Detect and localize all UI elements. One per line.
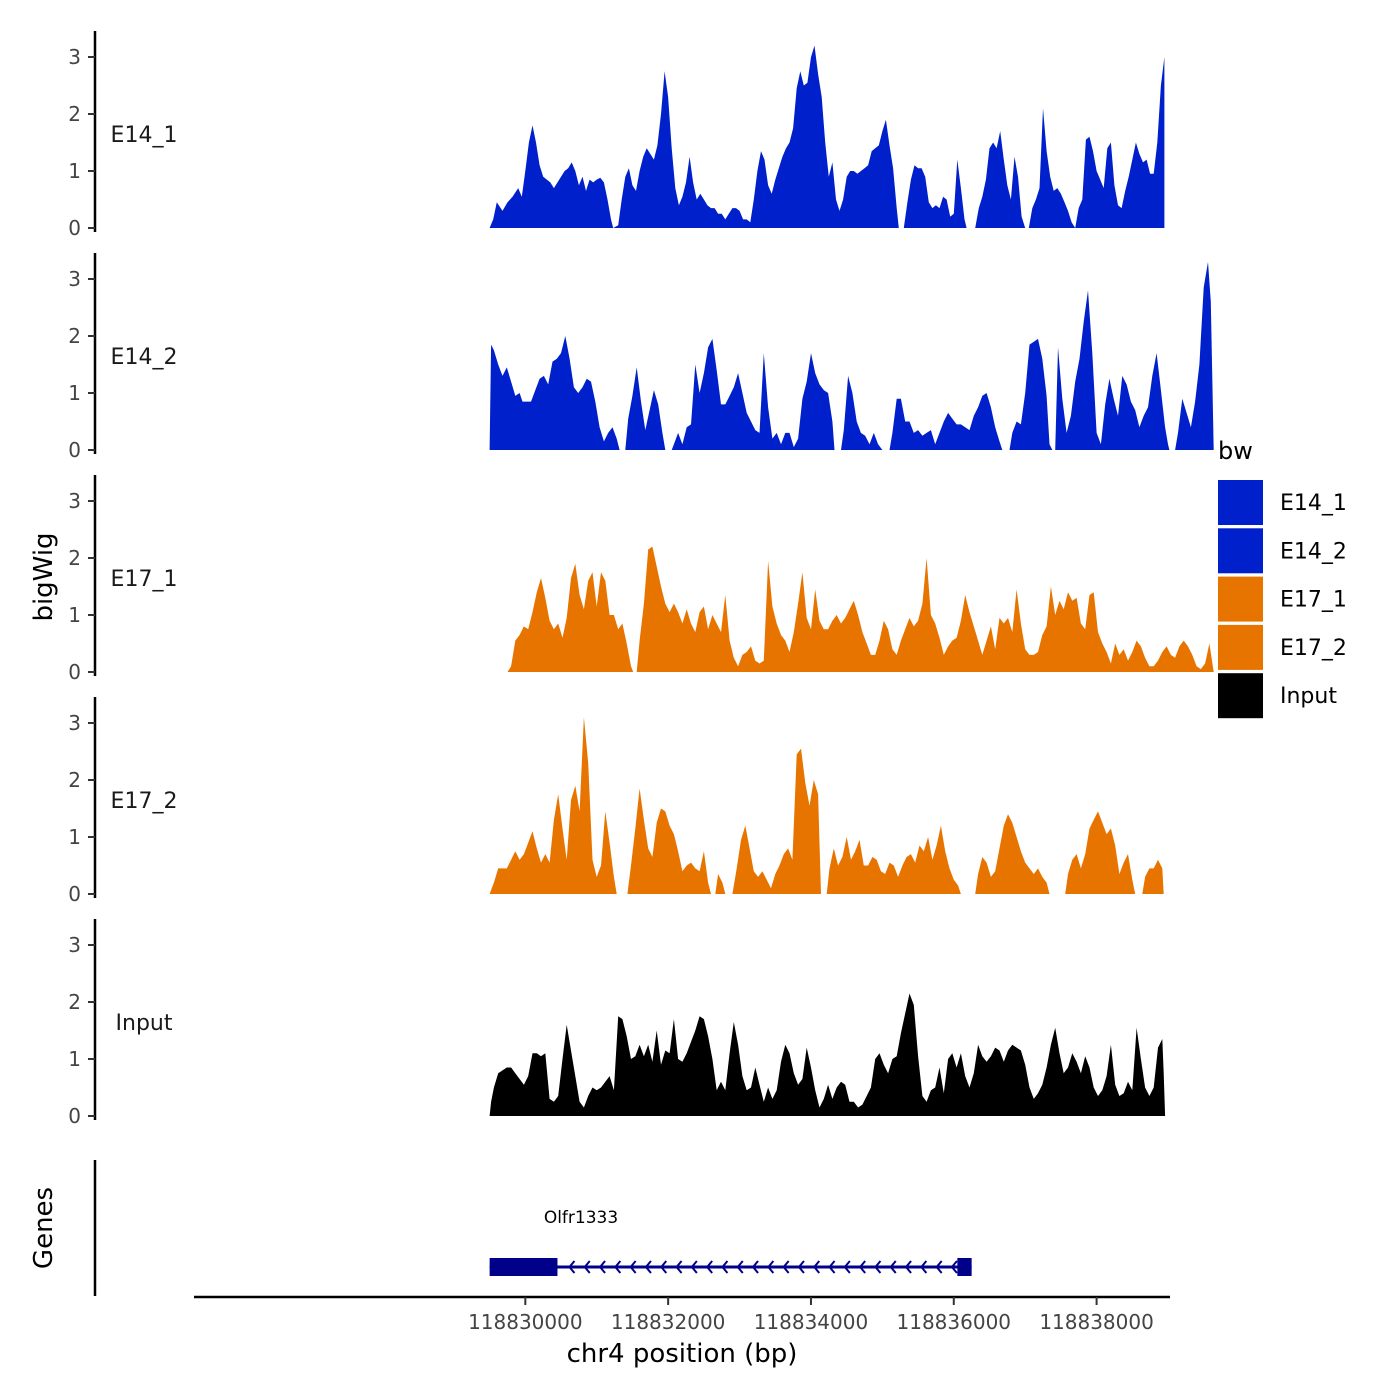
track-E14_1: 0 1 2 3 E14_1 (68, 31, 1165, 240)
coverage-area (489, 290, 1170, 450)
y-tick-label: 3 (68, 711, 81, 735)
strand-arrow (812, 1260, 821, 1274)
y-tick-label: 1 (68, 159, 81, 183)
legend-label: E14_1 (1280, 491, 1347, 516)
track-label: E17_1 (111, 567, 178, 592)
y-tick-label: 2 (68, 102, 81, 126)
legend-key-E17_2 (1218, 624, 1263, 670)
strand-arrow (751, 1260, 759, 1274)
y-tick-label: 2 (68, 324, 81, 348)
track-Input: 0 1 2 3 Input (68, 919, 1166, 1128)
y-tick-label: 0 (68, 216, 81, 240)
strand-arrow (920, 1260, 928, 1274)
legend-key-E14_2 (1218, 528, 1263, 574)
legend: bw E14_1 E14_2 E17_1 E17_2 Input (1218, 437, 1347, 719)
track-E17_2: 0 1 2 3 E17_2 (68, 697, 1164, 906)
coverage-area (489, 45, 1165, 228)
legend-key-E17_1 (1218, 576, 1263, 622)
strand-arrow (889, 1260, 897, 1274)
strand-arrow (721, 1260, 729, 1274)
gene-exon (489, 1258, 558, 1276)
y-tick-label: 1 (68, 825, 81, 849)
strand-arrow (614, 1260, 622, 1274)
strand-arrow (675, 1260, 683, 1274)
strand-arrow (690, 1260, 698, 1274)
strand-arrow (736, 1260, 744, 1274)
track-label: E14_2 (111, 345, 178, 370)
strand-arrow (629, 1260, 637, 1274)
strand-arrow (904, 1260, 912, 1274)
strand-arrow (843, 1260, 851, 1274)
strand-arrow (644, 1260, 652, 1274)
track-E17_1: 0 1 2 3 E17_1 (68, 475, 1214, 684)
y-tick-label: 3 (68, 267, 81, 291)
legend-key-E14_1 (1218, 480, 1263, 525)
gene-track-title: Genes (29, 1187, 59, 1269)
x-tick-label: 118832000 (611, 1310, 726, 1334)
x-axis: 118830000 118832000 118834000 118836000 1188… (194, 1295, 1170, 1334)
track-label: E14_1 (111, 123, 178, 148)
legend-key-Input (1218, 673, 1263, 719)
gene-exon (957, 1258, 972, 1276)
x-tick-label: 118834000 (754, 1310, 869, 1334)
strand-arrow (797, 1260, 805, 1274)
y-tick-label: 0 (68, 1104, 81, 1128)
coverage-tracks: 0 1 2 3 E14_1 0 1 2 3 E14_2 0 1 2 3 E17_1 0 1 2 3 E17_2 0 1 2 3… (68, 31, 1214, 1128)
y-tick-label: 3 (68, 489, 81, 513)
legend-label: E17_1 (1280, 588, 1347, 613)
coverage-area (489, 993, 1166, 1116)
y-tick-label: 1 (68, 603, 81, 627)
y-tick-label: 2 (68, 768, 81, 792)
strand-arrow (874, 1260, 882, 1274)
strand-arrow (705, 1260, 713, 1274)
gene-name-label: Olfr1333 (544, 1208, 618, 1228)
x-tick-label: 118838000 (1039, 1310, 1154, 1334)
coverage-area (489, 717, 1164, 894)
legend-title: bw (1218, 437, 1253, 465)
y-axis-title: bigWig (29, 532, 59, 621)
strand-arrow (858, 1260, 866, 1274)
strand-arrow (598, 1260, 606, 1274)
strand-arrow (950, 1260, 958, 1274)
y-tick-label: 0 (68, 882, 81, 906)
strand-arrow (583, 1260, 591, 1274)
y-tick-label: 3 (68, 933, 81, 957)
strand-arrow (935, 1260, 943, 1274)
y-tick-label: 2 (68, 546, 81, 570)
strand-arrow (568, 1260, 576, 1274)
y-tick-label: 3 (68, 45, 81, 69)
strand-arrow (767, 1260, 775, 1274)
track-E14_2: 0 1 2 3 E14_2 (68, 253, 1214, 462)
track-label: Input (116, 1011, 173, 1036)
y-tick-label: 0 (68, 438, 81, 462)
legend-label: E17_2 (1280, 636, 1347, 661)
strand-arrow (659, 1260, 668, 1274)
coverage-area (1175, 261, 1214, 450)
x-tick-label: 118836000 (897, 1310, 1012, 1334)
strand-arrow (828, 1260, 836, 1274)
y-tick-label: 2 (68, 990, 81, 1014)
x-axis-title: chr4 position (bp) (567, 1339, 798, 1369)
strand-arrow (782, 1260, 790, 1274)
y-tick-label: 1 (68, 1047, 81, 1071)
y-tick-label: 1 (68, 381, 81, 405)
legend-label: Input (1280, 684, 1337, 709)
coverage-area (507, 546, 1214, 672)
legend-label: E14_2 (1280, 539, 1347, 564)
track-label: E17_2 (111, 789, 178, 814)
gene-track: Olfr1333 (93, 1160, 972, 1296)
x-tick-label: 118830000 (468, 1310, 583, 1334)
y-tick-label: 0 (68, 660, 81, 684)
